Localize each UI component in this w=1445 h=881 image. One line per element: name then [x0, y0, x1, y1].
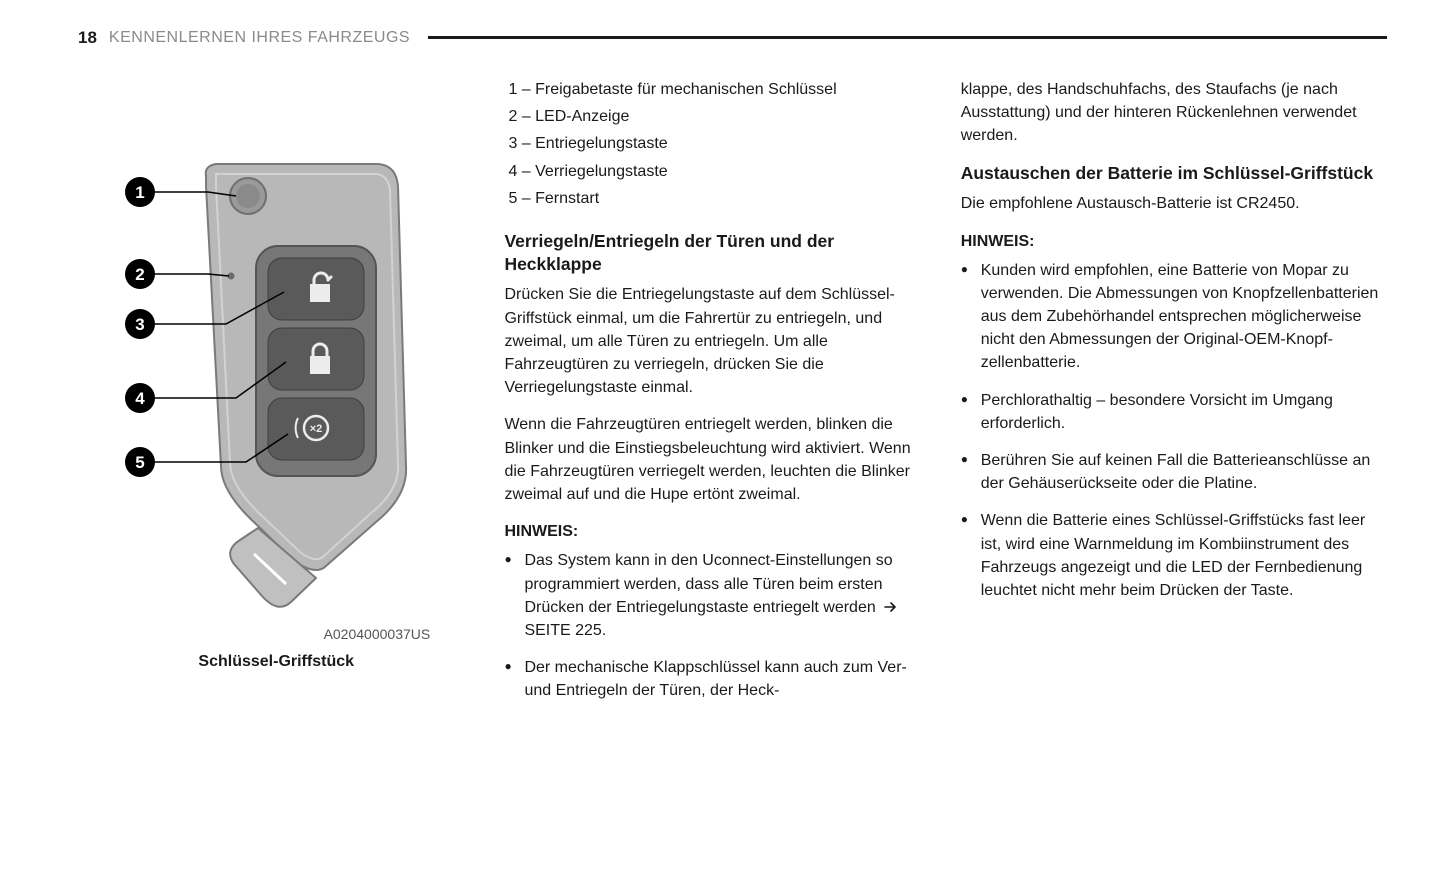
page-number: 18 [78, 28, 97, 48]
list-item: Das System kann in den Uconnect-Einstel­… [504, 549, 930, 642]
legend-item: 4 – Verriegelungstaste [508, 158, 930, 185]
legend-item: 2 – LED-Anzeige [508, 103, 930, 130]
figure-legend: 1 – Freigabetaste für mechanischen Schlü… [504, 76, 930, 212]
callout-5: 5 [135, 453, 144, 472]
callout-2: 2 [135, 265, 144, 284]
list-item: Wenn die Batterie eines Schlüssel-Griff­… [961, 509, 1387, 602]
note-label: HINWEIS: [961, 230, 1387, 253]
callout-3: 3 [135, 315, 144, 334]
legend-item: 5 – Fernstart [508, 185, 930, 212]
callout-4: 4 [135, 389, 145, 408]
note-list: Das System kann in den Uconnect-Einstel­… [504, 549, 930, 702]
header-title: KENNENLERNEN IHRES FAHRZEUGS [109, 29, 410, 47]
column-right: klappe, des Handschuhfachs, des Staufach… [961, 76, 1387, 853]
list-text: SEITE 225. [524, 622, 606, 639]
content-columns: ×2 [78, 76, 1387, 853]
figure-caption: Schlüssel-Griffstück [116, 650, 436, 673]
legend-item: 3 – Entriegelungstaste [508, 130, 930, 157]
section-heading-battery: Austauschen der Batterie im Schlüssel-Gr… [961, 162, 1387, 185]
paragraph: Drücken Sie die Entriegelungstaste auf d… [504, 283, 930, 399]
page: 18 KENNENLERNEN IHRES FAHRZEUGS [0, 0, 1445, 881]
figure-code: A0204000037US [116, 624, 436, 644]
paragraph: Wenn die Fahrzeugtüren entriegelt werden… [504, 413, 930, 506]
list-item: Kunden wird empfohlen, eine Batterie von… [961, 259, 1387, 375]
list-text: Der mechanische Klappschlüssel kann auch… [524, 659, 906, 699]
list-item: Der mechanische Klappschlüssel kann auch… [504, 656, 930, 702]
note-list: Kunden wird empfohlen, eine Batterie von… [961, 259, 1387, 602]
paragraph: Die empfohlene Austausch-Batterie ist CR… [961, 192, 1387, 215]
list-item: Perchlorathaltig – besondere Vorsicht im… [961, 389, 1387, 435]
page-ref-icon [884, 601, 898, 613]
column-figure: ×2 [78, 76, 474, 853]
header-rule [428, 36, 1387, 39]
section-heading-lock-unlock: Verriegeln/Entriegeln der Türen und der … [504, 230, 930, 276]
legend-item: 1 – Freigabetaste für mechanischen Schlü… [508, 76, 930, 103]
page-header: 18 KENNENLERNEN IHRES FAHRZEUGS [78, 28, 1387, 48]
paragraph-continuation: klappe, des Handschuhfachs, des Staufach… [961, 78, 1387, 148]
keyfob-figure: ×2 [78, 146, 474, 673]
note-label: HINWEIS: [504, 520, 930, 543]
keyfob-diagram: ×2 [116, 146, 436, 616]
list-text: Das System kann in den Uconnect-Einstel­… [524, 552, 892, 615]
list-item: Berühren Sie auf keinen Fall die Batteri… [961, 449, 1387, 495]
column-middle: 1 – Freigabetaste für mechanischen Schlü… [504, 76, 930, 853]
svg-text:×2: ×2 [310, 423, 323, 435]
callout-1: 1 [135, 183, 144, 202]
